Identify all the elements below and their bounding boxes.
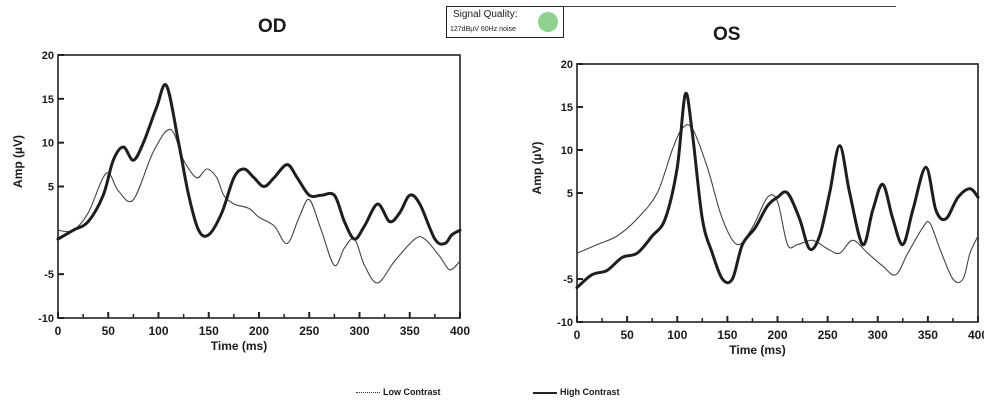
- os-x-tick-label: 300: [868, 328, 888, 342]
- od-x-tick-label: 350: [400, 324, 420, 338]
- legend-low-contrast: Low Contrast: [356, 387, 441, 397]
- od-y-tick-label: -10: [38, 313, 54, 325]
- legend-high-contrast: High Contrast: [533, 387, 620, 397]
- od-x-tick-label: 150: [199, 324, 219, 338]
- os-x-tick-label: 100: [667, 328, 687, 342]
- legend-high-contrast-label: High Contrast: [560, 387, 620, 397]
- od-x-tick-label: 100: [148, 324, 168, 338]
- legend-low-contrast-label: Low Contrast: [383, 387, 441, 397]
- od-chart-title: OD: [258, 16, 287, 37]
- signal-quality-title: Signal Quality:: [453, 9, 518, 20]
- os-y-axis-label: Amp (µV): [530, 142, 544, 195]
- od-y-tick-label: 10: [42, 138, 54, 150]
- signal-quality-detail: 127dBµV 60Hz noise: [450, 26, 516, 33]
- header-rule: [560, 6, 896, 7]
- od-low-contrast-line: [57, 128, 461, 284]
- os-y-tick-label: -10: [557, 317, 573, 329]
- od-x-tick-label: 300: [349, 324, 369, 338]
- od-y-tick-label: 20: [42, 50, 54, 62]
- os-y-tick-label: -5: [563, 274, 573, 286]
- os-x-tick-label: 350: [918, 328, 938, 342]
- os-y-tick-label: 20: [561, 59, 573, 71]
- legend-high-contrast-swatch: [533, 391, 557, 394]
- os-x-tick-label: 50: [620, 328, 634, 342]
- os-x-tick-label: 200: [767, 328, 787, 342]
- os-chart-title: OS: [713, 24, 741, 45]
- od-x-tick-label: 250: [299, 324, 319, 338]
- os-x-tick-label: 0: [574, 328, 581, 342]
- od-x-tick-label: 400: [450, 324, 470, 338]
- signal-quality-panel: Signal Quality: 127dBµV 60Hz noise: [446, 6, 564, 38]
- od-x-tick-label: 200: [249, 324, 269, 338]
- os-x-axis-label: Time (ms): [729, 343, 785, 357]
- os-x-tick-label: 150: [717, 328, 737, 342]
- legend-low-contrast-swatch: [356, 392, 380, 394]
- os-x-tick-label: 400: [968, 328, 984, 342]
- os-x-tick-label: 250: [818, 328, 838, 342]
- os-low-contrast-line: [576, 124, 979, 284]
- os-y-tick-label: 5: [567, 188, 573, 200]
- os-y-tick-label: 15: [561, 102, 573, 114]
- signal-quality-status-icon: [538, 12, 558, 32]
- od-x-axis-label: Time (ms): [211, 339, 267, 353]
- od-y-axis-label: Amp (µV): [11, 135, 25, 188]
- od-y-tick-label: -5: [44, 269, 54, 281]
- os-y-tick-label: 10: [561, 145, 573, 157]
- od-plot-frame: [57, 54, 461, 319]
- od-y-tick-label: 5: [48, 182, 54, 194]
- os-high-contrast-line: [575, 91, 980, 290]
- od-x-tick-label: 50: [102, 324, 116, 338]
- od-y-tick-label: 15: [42, 94, 54, 106]
- od-high-contrast-line: [56, 83, 462, 246]
- od-x-tick-label: 0: [55, 324, 62, 338]
